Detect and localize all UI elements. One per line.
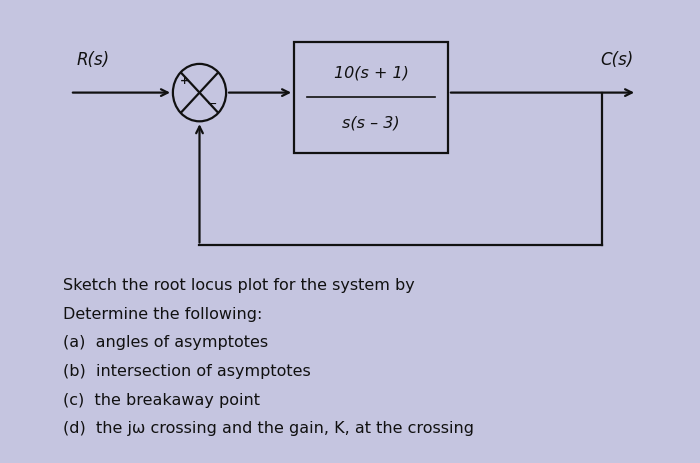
Text: (b)  intersection of asymptotes: (b) intersection of asymptotes [63, 364, 311, 379]
Text: 10(s + 1): 10(s + 1) [334, 66, 408, 81]
Text: C(s): C(s) [601, 51, 634, 69]
Text: Determine the following:: Determine the following: [63, 307, 262, 321]
Bar [294, 42, 448, 153]
Text: +: + [179, 76, 189, 86]
Text: R(s): R(s) [77, 51, 110, 69]
Text: s(s – 3): s(s – 3) [342, 115, 400, 130]
Text: (a)  angles of asymptotes: (a) angles of asymptotes [63, 335, 268, 350]
Text: Sketch the root locus plot for the system by: Sketch the root locus plot for the syste… [63, 278, 414, 293]
Text: (c)  the breakaway point: (c) the breakaway point [63, 393, 260, 407]
Text: (d)  the jω crossing and the gain, K, at the crossing: (d) the jω crossing and the gain, K, at … [63, 421, 474, 436]
Text: −: − [207, 98, 217, 111]
